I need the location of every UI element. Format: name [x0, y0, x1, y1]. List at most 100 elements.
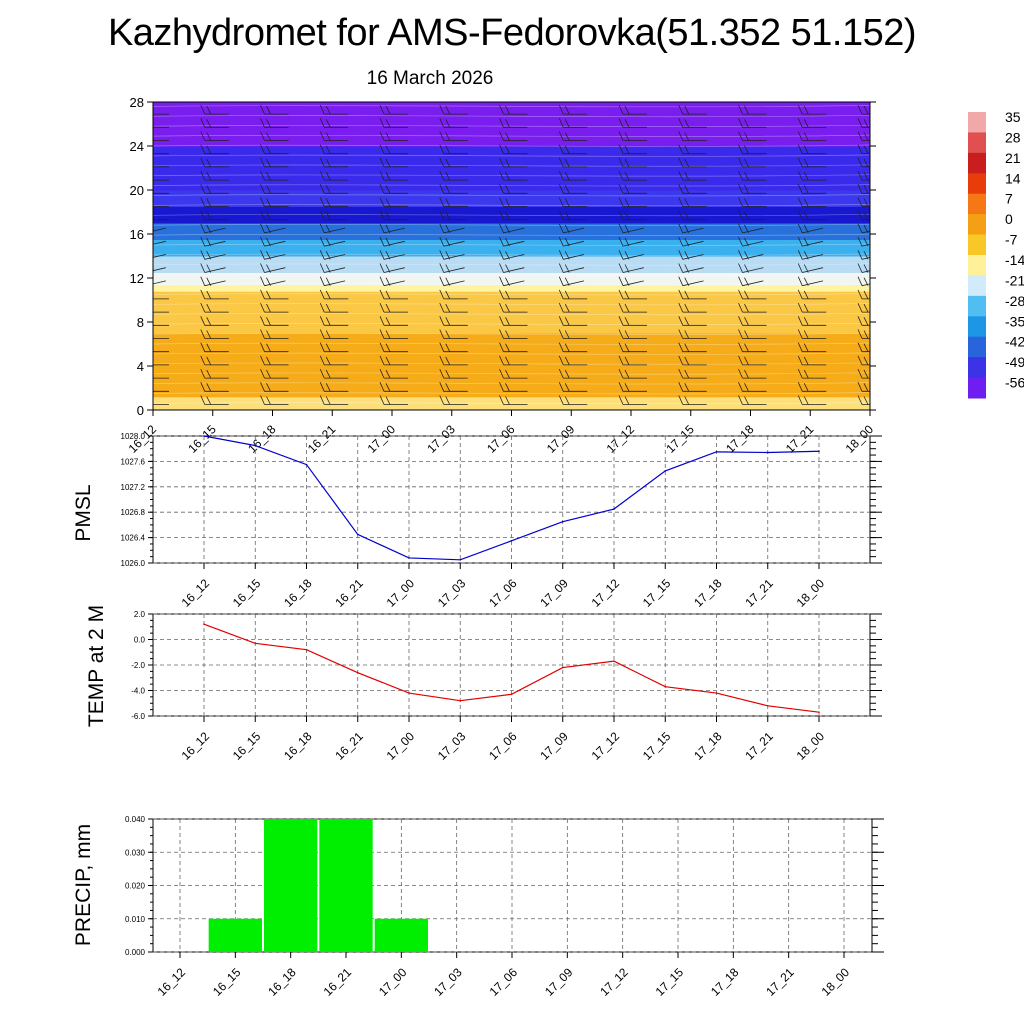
wind-barb: [260, 250, 286, 260]
wind-barb: [153, 126, 169, 128]
wind-barb: [618, 118, 647, 128]
isoline: [153, 184, 870, 187]
wind-barb: [379, 263, 405, 273]
wind-barb: [558, 170, 588, 181]
isoline: [153, 402, 870, 405]
wind-barb: [200, 157, 229, 168]
wind-barb: [797, 368, 827, 379]
wind-barb: [319, 157, 349, 168]
wind-barb: [379, 329, 408, 339]
y-tick-label: 0: [137, 403, 144, 418]
wind-barb: [260, 276, 286, 287]
wind-barb: [260, 118, 289, 128]
wind-barb: [499, 289, 528, 300]
wind-barb: [558, 157, 588, 168]
temp-2m-point: [664, 685, 667, 688]
wind-barb: [319, 131, 349, 141]
x-tick-label: 16_18: [281, 576, 315, 610]
heatmap-band-0: [153, 396, 870, 410]
wind-barb: [797, 382, 827, 392]
wind-barb: [499, 395, 528, 405]
wind-barb: [797, 184, 827, 194]
wind-barb: [558, 236, 585, 247]
wind-barb: [857, 118, 870, 128]
wind-barb: [797, 289, 827, 300]
wind-barb: [439, 302, 468, 313]
wind-barb: [499, 131, 528, 141]
wind-barb: [153, 166, 169, 168]
temp-2m-point: [254, 642, 257, 645]
wind-barb: [379, 302, 408, 313]
wind-barb: [797, 210, 827, 221]
wind-barb: [678, 355, 707, 366]
heatmap-band-4: [153, 272, 870, 286]
wind-barb: [379, 131, 408, 141]
wind-barb: [797, 131, 827, 141]
wind-barb: [738, 276, 764, 287]
wind-barb: [558, 118, 588, 128]
isoline: [153, 144, 870, 147]
wind-barb: [918, 330, 946, 339]
wind-barb: [797, 170, 827, 181]
x-tick-label: 16_15: [210, 965, 244, 999]
wind-barb: [499, 316, 528, 326]
wind-barb: [439, 236, 465, 247]
wind-barb: [618, 236, 644, 247]
wind-barb: [797, 197, 827, 207]
wind-barb: [153, 219, 169, 221]
wind-barb: [260, 157, 289, 168]
isoline: [153, 223, 870, 226]
wind-barb: [439, 263, 465, 273]
wind-barb: [618, 170, 647, 181]
wind-barb: [499, 250, 525, 260]
wind-barb: [678, 197, 707, 207]
isoline: [153, 293, 870, 296]
colorbar-label: -21: [1005, 272, 1024, 288]
wind-barb: [918, 250, 943, 259]
pmsl-point: [613, 508, 615, 510]
wind-barb: [153, 280, 166, 285]
wind-barb: [618, 329, 647, 339]
pmsl-point: [203, 435, 205, 437]
temp-2m-point: [459, 699, 462, 702]
wind-barb: [918, 237, 943, 246]
wind-barb: [200, 131, 229, 141]
wind-barb: [200, 223, 226, 234]
x-tick-label: 16_15: [185, 422, 219, 456]
isoline: [153, 372, 870, 375]
colorbar-swatch: [968, 234, 986, 256]
wind-barb: [499, 342, 528, 353]
y-tick-label: 1026.8: [121, 508, 146, 517]
colorbar-swatch: [968, 152, 986, 174]
y-tick-label: 4: [137, 359, 144, 374]
wind-barb: [319, 329, 349, 339]
grid-lines: [153, 613, 870, 717]
y-tick-label: 28: [130, 95, 144, 110]
wind-barb: [558, 329, 588, 339]
wind-barb: [918, 264, 943, 273]
wind-barb: [379, 382, 408, 392]
wind-barb: [738, 104, 767, 115]
wind-barb: [379, 250, 405, 260]
temp-2m-point: [203, 623, 205, 625]
wind-barb: [738, 184, 767, 194]
wind-barb: [319, 170, 349, 181]
wind-barb: [558, 395, 588, 405]
wind-barb: [857, 382, 870, 392]
wind-barb: [439, 342, 468, 353]
isoline: [153, 263, 870, 266]
wind-barb: [439, 184, 468, 194]
wind-barb: [678, 276, 704, 287]
wind-barb: [558, 355, 588, 366]
wind-barb: [200, 355, 229, 366]
wind-barb: [153, 338, 169, 339]
isoline: [153, 134, 870, 137]
wind-barb: [618, 197, 647, 207]
isoline: [153, 164, 870, 167]
wind-barb: [618, 342, 647, 353]
wind-barb: [319, 236, 346, 247]
wind-barb: [738, 144, 767, 155]
colorbar-swatch: [968, 193, 986, 215]
wind-barb: [499, 118, 528, 128]
wind-barb: [319, 197, 349, 207]
